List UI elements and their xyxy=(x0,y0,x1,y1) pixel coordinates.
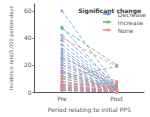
svg-text:Post: Post xyxy=(110,95,123,102)
svg-text:Increase: Increase xyxy=(118,19,144,26)
svg-text:40: 40 xyxy=(24,34,32,41)
svg-text:Period relating to initial PPS: Period relating to initial PPS xyxy=(48,106,131,114)
svg-text:0: 0 xyxy=(28,89,32,96)
svg-text:Incidence rate/1,000 person-da: Incidence rate/1,000 person-days xyxy=(8,6,15,90)
svg-text:Significant change: Significant change xyxy=(78,7,141,15)
svg-text:20: 20 xyxy=(24,61,32,68)
svg-text:Pre: Pre xyxy=(57,95,67,102)
svg-text:60: 60 xyxy=(24,7,32,14)
svg-text:None: None xyxy=(118,27,134,34)
svg-text:Decrease: Decrease xyxy=(117,10,146,18)
